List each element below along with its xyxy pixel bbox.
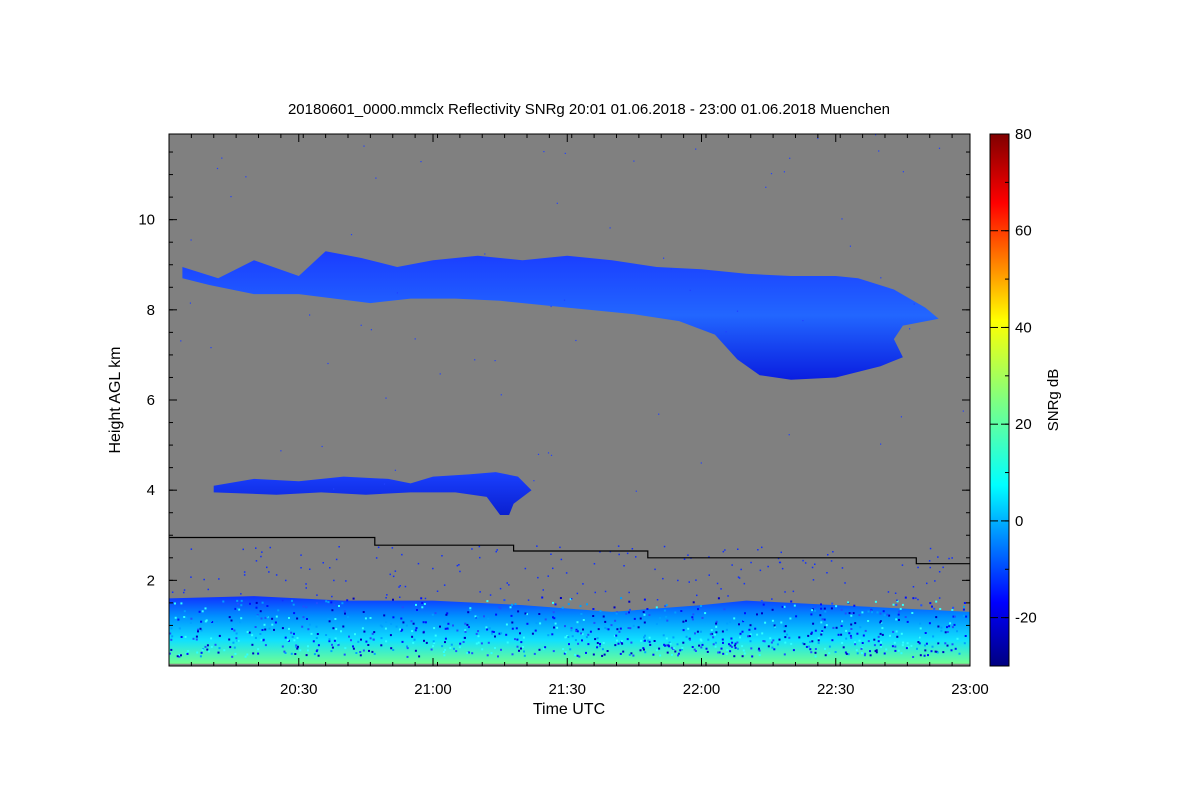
x-tick-label-4: 22:00	[683, 681, 721, 698]
x-tick-label-6: 23:00	[951, 681, 989, 698]
height-line	[169, 536, 970, 565]
colorbar	[989, 133, 1010, 667]
noise-speckle	[169, 134, 968, 658]
echo-region-1	[182, 251, 939, 380]
chart-title: 20180601_0000.mmclx Reflectivity SNRg 20…	[288, 101, 890, 118]
echo-region-2	[213, 472, 532, 515]
colorbar-axis: -20 0 20 40 60 80	[990, 126, 1037, 667]
colorbar-tick-label-6: 80	[1015, 126, 1032, 143]
y-tick-label-2: 4	[147, 482, 155, 499]
y-tick-label-1: 2	[147, 572, 155, 589]
x-tick-label-2: 21:00	[414, 681, 452, 698]
x-tick-label-3: 21:30	[548, 681, 586, 698]
colorbar-tick-label-2: 0	[1015, 513, 1023, 530]
colorbar-tick-label-5: 60	[1015, 223, 1032, 240]
x-axis-label: Time UTC	[533, 701, 605, 718]
y-tick-label-5: 10	[138, 212, 155, 229]
colorbar-label: SNRg dB	[1045, 369, 1062, 432]
x-tick-label-1: 20:30	[280, 681, 318, 698]
colorbar-tick-label-3: 20	[1015, 416, 1032, 433]
colorbar-tick-label-4: 40	[1015, 319, 1032, 336]
y-axis: 2 4 6 8 10	[138, 151, 970, 626]
colorbar-tick-label-1: -20	[1015, 610, 1037, 627]
y-axis-label: Height AGL km	[107, 346, 124, 453]
y-tick-label-4: 8	[147, 302, 155, 319]
x-tick-label-5: 22:30	[817, 681, 855, 698]
x-axis: 20:30 21:00 21:30 22:00 22:30 23:00	[168, 134, 989, 698]
y-tick-label-3: 6	[147, 392, 155, 409]
plot-background	[169, 134, 970, 666]
